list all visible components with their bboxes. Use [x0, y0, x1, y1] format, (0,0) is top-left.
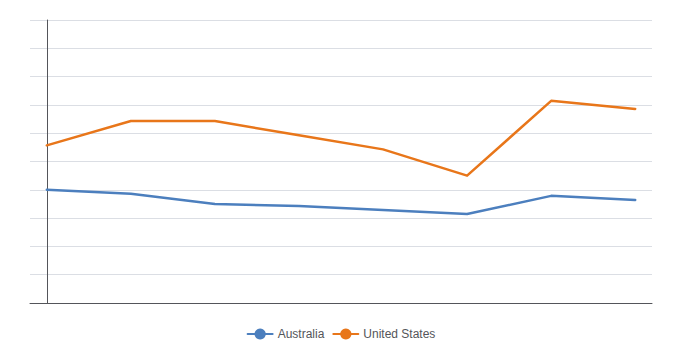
svg-text:United States: United States [363, 327, 435, 341]
svg-text:Australia: Australia [278, 327, 325, 341]
